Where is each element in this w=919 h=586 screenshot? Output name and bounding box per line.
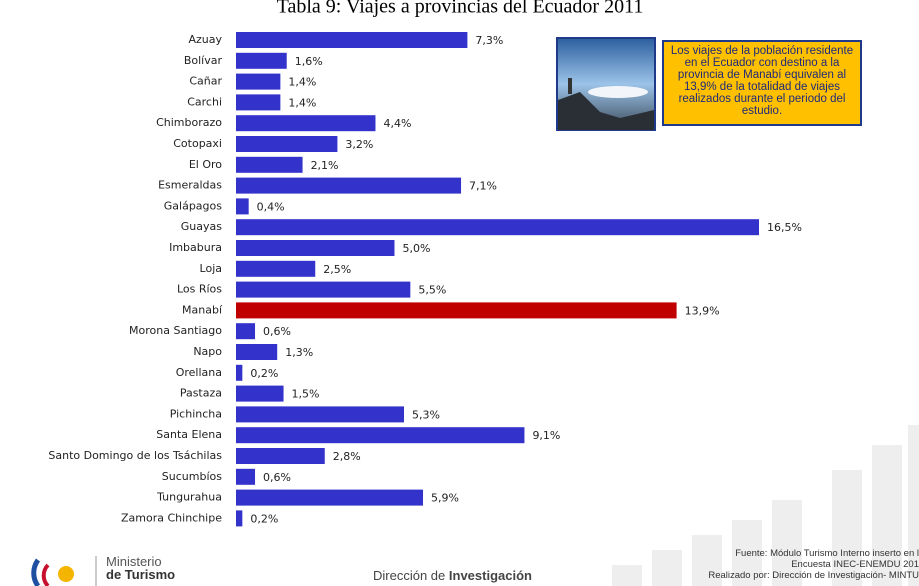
chart-title: Tabla 9: Viajes a provincias del Ecuador… [277, 0, 644, 18]
value-label: 7,1% [469, 180, 497, 193]
bar [236, 385, 284, 402]
callout: Los viajes de la población residente en … [662, 40, 862, 126]
bar [236, 240, 395, 256]
footer-text: Investigación [448, 568, 532, 583]
value-label: 13,9% [685, 304, 720, 317]
source: Fuente: Módulo Turismo Interno inserto e… [708, 548, 919, 581]
value-label: 1,3% [285, 346, 313, 359]
bar [236, 156, 303, 173]
category-label: Los Ríos [177, 283, 222, 296]
category-label: El Oro [189, 158, 222, 171]
category-label: Chimborazo [156, 116, 222, 129]
value-label: 1,5% [292, 388, 320, 401]
category-label: Tungurahua [156, 491, 222, 504]
value-label: 1,6% [295, 55, 323, 68]
category-label: Pastaza [180, 387, 222, 400]
category-label: Morona Santiago [129, 324, 222, 337]
logo-line: de Turismo [106, 567, 176, 582]
bar [236, 344, 278, 360]
value-label: 5,5% [418, 284, 446, 297]
bar [236, 73, 281, 90]
source-line: Fuente: Módulo Turismo Interno inserto e… [735, 548, 919, 559]
value-label: 9,1% [532, 429, 560, 442]
bar [236, 198, 249, 215]
bar [236, 136, 338, 152]
logo-line: Ministerio [106, 554, 162, 569]
bar [236, 468, 256, 485]
category-label: Galápagos [164, 199, 222, 212]
photo [556, 37, 656, 131]
category-label: Santo Domingo de los Tsáchilas [48, 449, 222, 462]
category-label: Zamora Chinchipe [121, 511, 222, 524]
category-label: Cotopaxi [173, 137, 222, 150]
category-label: Esmeraldas [158, 179, 222, 192]
bar [236, 323, 256, 340]
category-label: Sucumbíos [162, 470, 222, 483]
bar [236, 219, 759, 236]
category-label: Guayas [181, 220, 222, 233]
logo-text: Ministerio de Turismo [106, 555, 175, 581]
category-label: Azuay [188, 33, 222, 46]
bar [236, 115, 376, 132]
background-deco [612, 425, 919, 586]
bar [236, 260, 316, 277]
value-label: 4,4% [383, 117, 411, 130]
category-label: Manabí [182, 303, 223, 316]
value-label: 2,5% [323, 263, 351, 276]
category-label: Bolívar [184, 54, 223, 67]
bar [236, 448, 325, 464]
bar [236, 510, 243, 527]
value-label: 5,9% [431, 492, 459, 505]
value-label: 2,1% [311, 159, 339, 172]
value-label: 1,4% [288, 76, 316, 89]
logo-icon [31, 558, 74, 586]
bar [236, 406, 404, 423]
footer-center: Dirección de Investigación [373, 568, 532, 583]
footer-text: Dirección de [373, 568, 446, 583]
value-label: 7,3% [475, 34, 503, 47]
bar [236, 364, 243, 381]
source-line: Encuesta INEC-ENEMDU 201 [791, 559, 919, 570]
category-label: Loja [200, 262, 222, 275]
bar [236, 427, 525, 444]
bar [236, 32, 468, 48]
bar [236, 489, 424, 506]
value-label: 3,2% [345, 138, 373, 151]
source-line: Realizado por: Dirección de Investigació… [708, 570, 919, 581]
value-label: 5,3% [412, 408, 440, 421]
category-label: Orellana [176, 366, 222, 379]
bar [236, 177, 462, 194]
category-label: Napo [193, 345, 222, 358]
value-label: 16,5% [767, 221, 802, 234]
value-label: 0,6% [263, 471, 291, 484]
value-label: 1,4% [288, 96, 316, 109]
bar [236, 302, 677, 319]
value-label: 0,4% [257, 200, 285, 213]
bar [236, 94, 281, 111]
category-label: Imbabura [169, 241, 222, 254]
category-label: Carchi [187, 95, 222, 108]
value-label: 0,2% [250, 367, 278, 380]
category-label: Cañar [189, 75, 222, 88]
value-label: 0,2% [250, 512, 278, 525]
value-label: 2,8% [333, 450, 361, 463]
bar [236, 281, 411, 298]
value-label: 5,0% [402, 242, 430, 255]
value-label: 0,6% [263, 325, 291, 338]
bar [236, 52, 287, 69]
category-label: Pichincha [170, 407, 222, 420]
category-label: Santa Elena [156, 428, 222, 441]
